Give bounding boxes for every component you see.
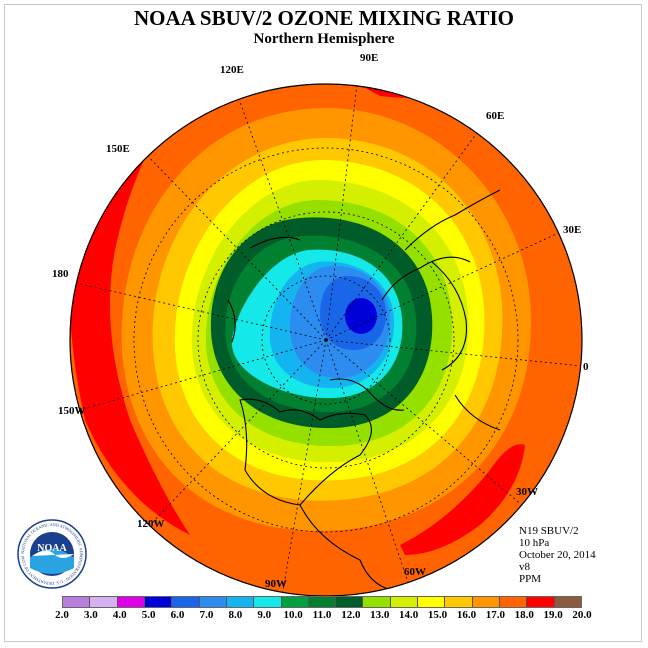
colorbar-swatch (281, 597, 309, 607)
lon-label-120e: 120E (220, 64, 244, 76)
colorbar-tick-label: 9.0 (257, 609, 272, 621)
lon-label-60e: 60E (486, 110, 505, 122)
colorbar-swatch (144, 597, 173, 607)
lon-label-30w: 30W (516, 486, 538, 498)
info-date: October 20, 2014 (519, 549, 596, 561)
colorbar-tick-label: 3.0 (84, 609, 98, 621)
lon-label-150e: 150E (106, 143, 130, 155)
colorbar-tick-label: 10.0 (283, 609, 303, 621)
colorbar-swatch (336, 597, 364, 607)
colorbar-tick-label: 12.0 (341, 609, 361, 621)
lon-label-180: 180 (52, 268, 69, 280)
colorbar-swatch (226, 597, 255, 607)
info-units: PPM (519, 573, 542, 585)
colorbar-swatch (308, 597, 337, 607)
colorbar-tick-label: 19.0 (543, 609, 563, 621)
colorbar-swatch (500, 597, 528, 607)
colorbar-tick-label: 13.0 (370, 609, 390, 621)
lon-label-90w: 90W (265, 578, 287, 590)
colorbar-swatch (445, 597, 473, 607)
lon-label-30e: 30E (563, 224, 582, 236)
map-title: NOAA SBUV/2 OZONE MIXING RATIO (134, 6, 514, 30)
lon-label-150w: 150W (58, 405, 86, 417)
coastlines (227, 189, 501, 591)
graticule (71, 84, 582, 596)
colorbar-tick-label: 17.0 (485, 609, 505, 621)
colorbar-tick-label: 18.0 (514, 609, 534, 621)
info-level: 10 hPa (519, 537, 550, 549)
field-navy (345, 298, 377, 334)
colorbar-swatch (527, 597, 555, 607)
colorbar-swatch (390, 597, 419, 607)
map-subtitle: Northern Hemisphere (253, 31, 395, 47)
colorbar-tick-label: 5.0 (141, 609, 156, 621)
logo-text: NOAA (37, 543, 67, 554)
colorbar-tick-label: 7.0 (199, 609, 214, 621)
info-instrument: N19 SBUV/2 (519, 525, 579, 537)
lon-label-90e: 90E (360, 52, 379, 64)
colorbar-swatch (172, 597, 200, 607)
field-red-west (70, 130, 190, 535)
colorbar-tick-label: 14.0 (399, 609, 419, 621)
lon-label-120w: 120W (137, 518, 165, 530)
colorbar-tick-label: 6.0 (170, 609, 185, 621)
colorbar-swatch (63, 597, 91, 607)
colorbar-swatch (117, 597, 145, 607)
colorbar-tick-label: 20.0 (572, 609, 592, 621)
frame (4, 4, 642, 642)
info-block: N19 SBUV/2 10 hPa October 20, 2014 v8 PP… (519, 525, 596, 585)
colorbar-tick-label: 11.0 (312, 609, 332, 621)
ozone-field (70, 84, 582, 596)
field-red-southeast (400, 444, 525, 555)
info-version: v8 (519, 561, 530, 573)
colorbar-swatch (363, 597, 391, 607)
colorbar-tick-label: 8.0 (228, 609, 243, 621)
colorbar-ticks: 2.0 3.0 4.0 5.0 6.0 7.0 8.0 9.0 10.0 11.0 12.0 13.0… (55, 609, 592, 623)
colorbar-swatch (90, 597, 118, 607)
noaa-logo: NOAA NATIONAL OCEANIC AND ATMOSPHERIC AD… (16, 518, 87, 589)
colorbar (62, 596, 582, 608)
colorbar-swatch (199, 597, 227, 607)
colorbar-swatch (554, 597, 581, 607)
lon-label-60w: 60W (404, 566, 426, 578)
colorbar-swatch (418, 597, 446, 607)
colorbar-swatch (472, 597, 500, 607)
colorbar-swatch (254, 597, 282, 607)
lon-label-0: 0 (583, 361, 589, 373)
colorbar-tick-label: 4.0 (112, 609, 127, 621)
colorbar-tick-label: 2.0 (55, 609, 69, 621)
colorbar-tick-label: 15.0 (427, 609, 448, 621)
colorbar-tick-label: 16.0 (456, 609, 477, 621)
